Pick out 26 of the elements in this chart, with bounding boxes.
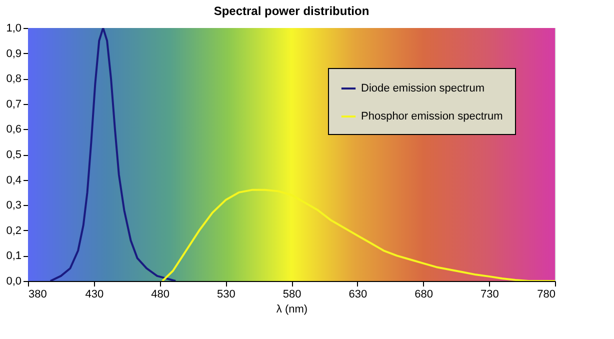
x-tick-label: 430 xyxy=(85,288,104,300)
x-tick-label: 630 xyxy=(348,288,368,300)
x-axis-title: λ (nm) xyxy=(276,304,308,316)
y-tick-label: 0,3 xyxy=(6,200,22,212)
legend-label: Phosphor emission spectrum xyxy=(361,110,503,122)
y-tick-label: 0,1 xyxy=(6,250,22,262)
line-series xyxy=(161,188,555,281)
line-series xyxy=(49,28,177,281)
y-tick-label: 0,0 xyxy=(6,276,22,288)
y-tick-label: 0,9 xyxy=(6,48,22,60)
x-tick-label: 680 xyxy=(414,288,433,300)
y-tick-label: 1,0 xyxy=(6,22,22,34)
x-tick-label: 530 xyxy=(216,288,236,300)
y-tick-label: 0,5 xyxy=(6,149,22,161)
x-tick-label: 480 xyxy=(151,288,170,300)
y-tick-label: 0,7 xyxy=(6,98,22,110)
legend-label: Diode emission spectrum xyxy=(361,82,484,94)
x-tick-label: 730 xyxy=(480,288,499,300)
y-tick-label: 0,4 xyxy=(6,174,22,186)
chart-title: Spectral power distribution xyxy=(214,4,370,18)
y-tick-label: 0,6 xyxy=(6,124,22,136)
x-tick-label: 380 xyxy=(28,288,47,300)
y-tick-label: 0,8 xyxy=(6,73,22,86)
x-tick-label: 780 xyxy=(537,288,556,300)
y-tick-label: 0,2 xyxy=(6,224,22,237)
x-tick-label: 580 xyxy=(282,288,302,300)
